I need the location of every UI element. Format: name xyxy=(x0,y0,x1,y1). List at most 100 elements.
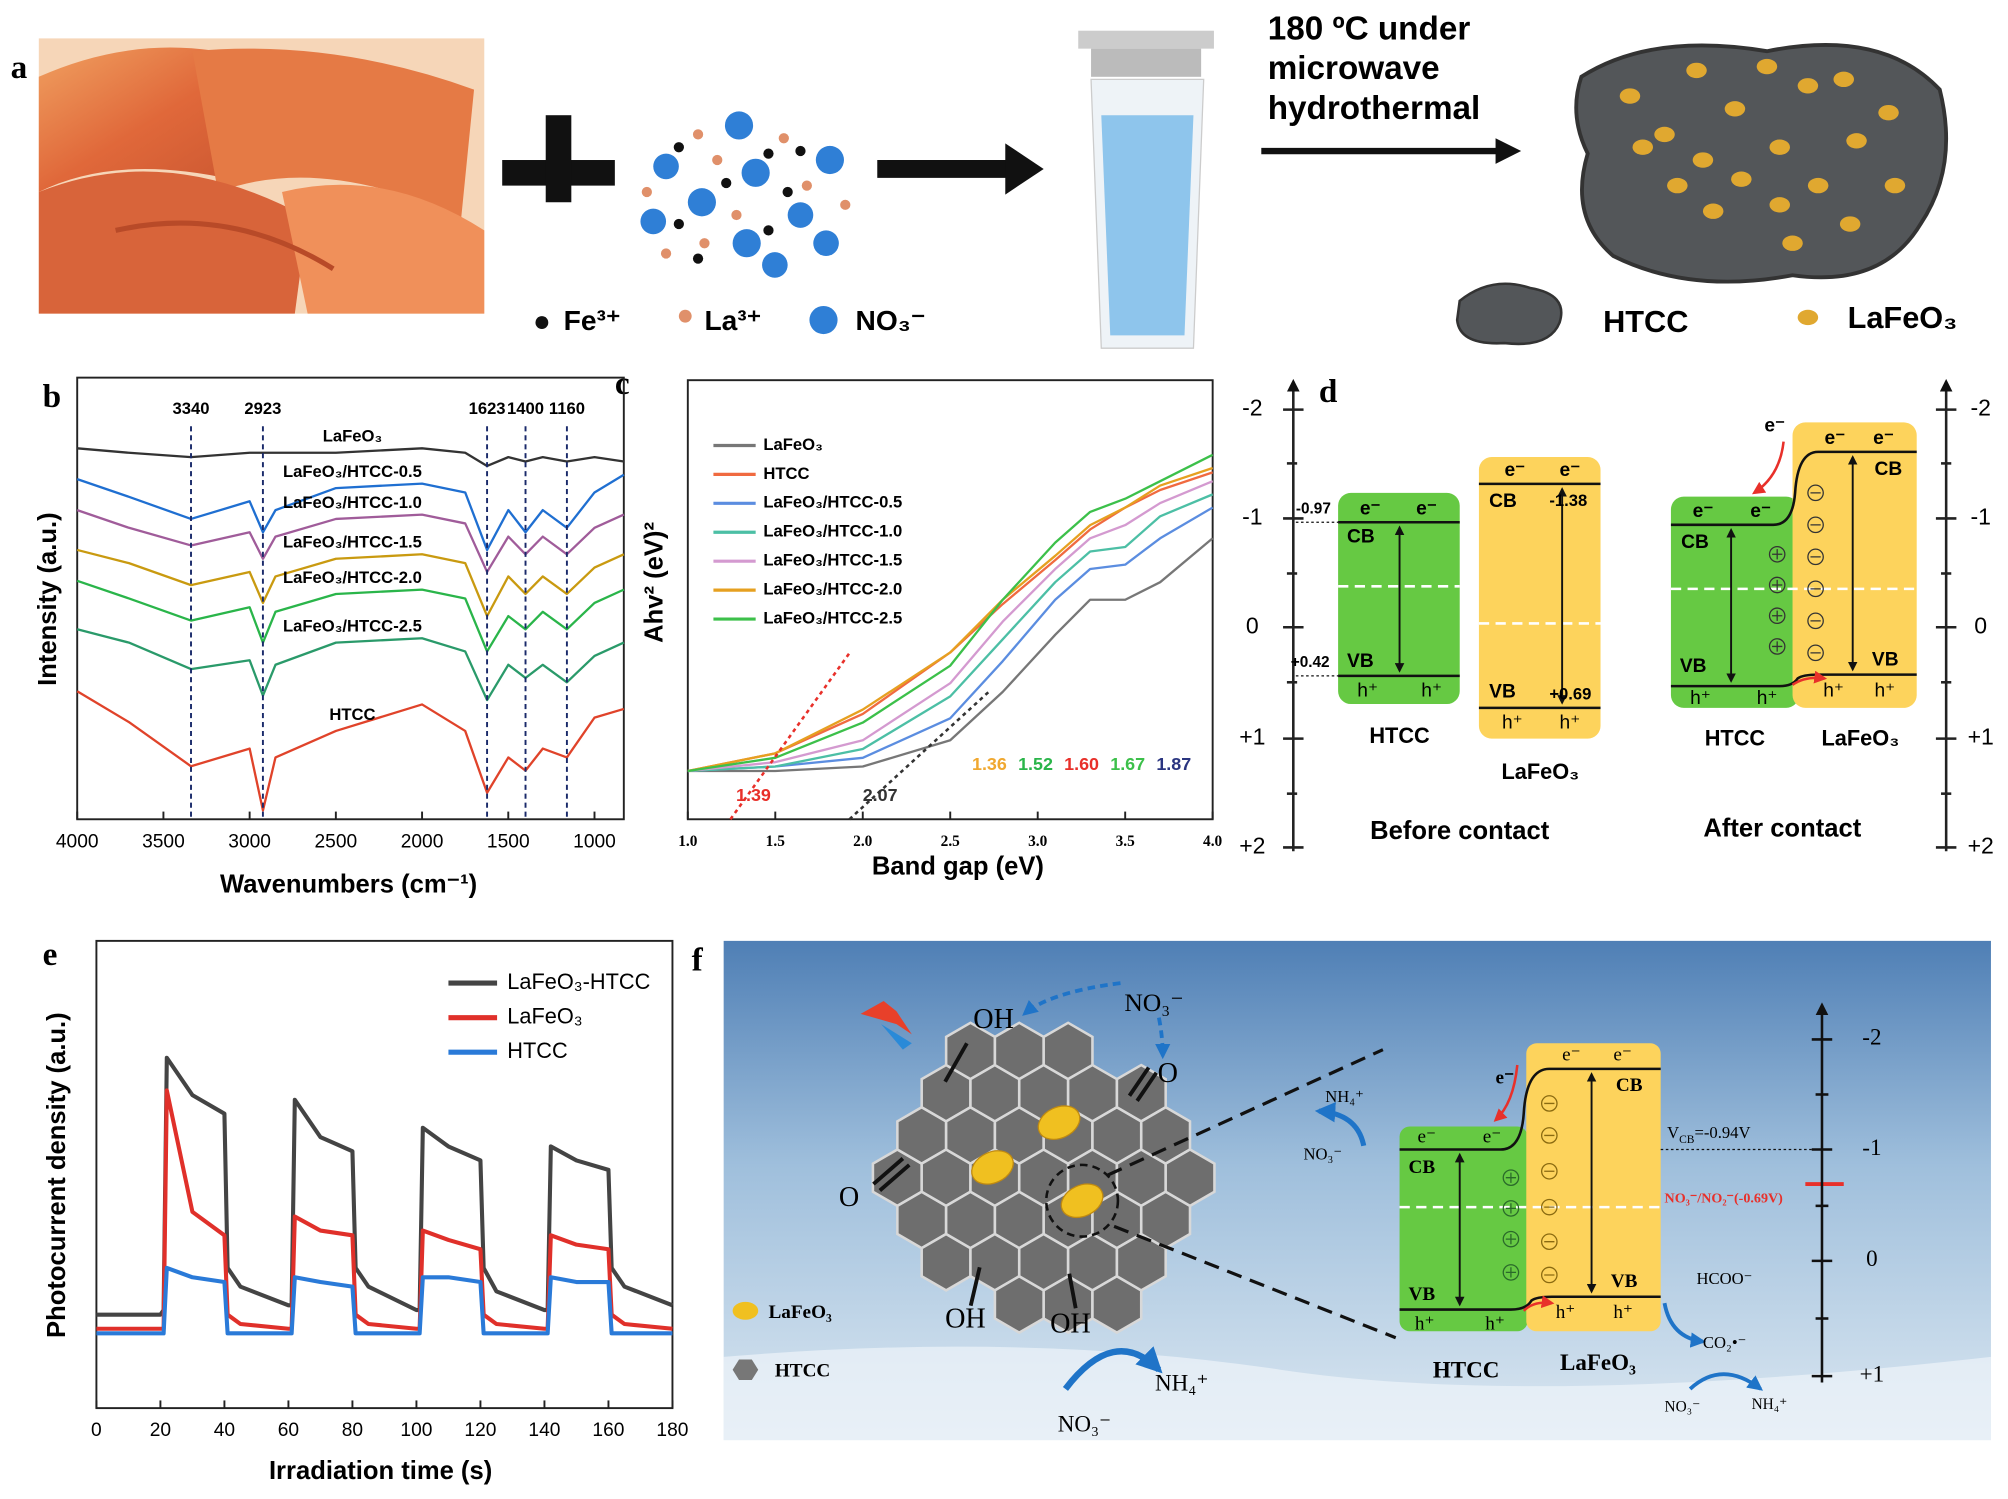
decoration xyxy=(1667,177,1688,194)
decoration xyxy=(1541,1266,1558,1284)
hole: h⁺ xyxy=(1874,680,1895,701)
step-text: hydrothermal xyxy=(1268,90,1481,127)
step-text: microwave xyxy=(1268,50,1440,87)
vb-label: VB xyxy=(1872,650,1899,671)
reference-label: 1400 xyxy=(507,399,544,418)
level-value: -1.38 xyxy=(1549,491,1587,510)
decoration xyxy=(778,133,789,144)
cb-label: CB xyxy=(1347,527,1375,548)
decoration xyxy=(1756,58,1778,75)
transfer-arrow xyxy=(1751,441,1785,495)
light-icon xyxy=(860,1001,912,1035)
panel-label: f xyxy=(692,941,704,978)
x-tick-label: 60 xyxy=(278,1420,299,1441)
light-icon xyxy=(881,1024,912,1050)
decoration xyxy=(1541,1162,1558,1180)
nitrate: NO₃⁻ xyxy=(1304,1145,1343,1164)
electron: e⁻ xyxy=(1496,1068,1515,1089)
adsorption-arrow xyxy=(1022,981,1121,1016)
text: =-0.94V xyxy=(1694,1123,1750,1142)
material-label: HTCC xyxy=(1433,1357,1500,1383)
decoration xyxy=(1839,216,1861,232)
hole: h⁺ xyxy=(1485,1313,1505,1334)
series-line xyxy=(687,466,1214,773)
peel xyxy=(192,48,475,218)
series-label: LaFeO₃ xyxy=(323,427,382,446)
cb-label: CB xyxy=(1874,459,1902,480)
decoration xyxy=(1502,1200,1520,1217)
legend-text: HTCC xyxy=(1603,304,1688,339)
cb-line xyxy=(1670,450,1917,527)
series-label: LaFeO₃/HTCC-1.5 xyxy=(283,533,422,552)
decoration xyxy=(762,252,788,278)
tangent-line xyxy=(848,690,990,821)
decoration xyxy=(641,186,652,198)
series-line xyxy=(96,1088,673,1331)
cb-label: CB xyxy=(1409,1157,1436,1178)
chart: 4000 3500 3000 2500 2000 1500 1000 3340 2923 1623… xyxy=(56,376,625,852)
plot-frame xyxy=(76,376,625,821)
series-line xyxy=(687,506,1214,773)
series-line xyxy=(77,447,624,468)
decoration xyxy=(1067,1273,1078,1309)
hole: h⁺ xyxy=(1823,680,1844,701)
x-axis-label: Wavenumbers (cm⁻¹) xyxy=(220,871,477,899)
legend-text: LaFeO₃/HTCC-0.5 xyxy=(763,493,902,512)
decoration xyxy=(813,230,839,257)
formate: HCOO⁻ xyxy=(1697,1269,1753,1288)
zoom-circle xyxy=(1044,1163,1120,1238)
redox-potential: NO₃⁻/NO₂⁻(-0.69V) xyxy=(1665,1191,1784,1207)
electron: e⁻ xyxy=(1360,499,1381,520)
electron: e⁻ xyxy=(1417,1126,1436,1147)
legend-text: HTCC xyxy=(775,1361,830,1382)
series-label: LaFeO₃/HTCC-2.0 xyxy=(283,568,422,587)
electron: e⁻ xyxy=(1613,1044,1632,1065)
x-tick-label: 0 xyxy=(91,1420,102,1441)
legend-dot xyxy=(678,309,692,323)
electron: e⁻ xyxy=(1483,1126,1502,1147)
legend-text: Fe³⁺ xyxy=(564,305,621,336)
legend-text: LaFeO₃/HTCC-1.0 xyxy=(763,522,902,541)
series-line xyxy=(76,509,625,574)
decoration xyxy=(1541,1127,1558,1144)
reference-label: 3340 xyxy=(173,399,210,418)
series-label: LaFeO₃/HTCC-1.0 xyxy=(283,493,422,512)
plot-frame xyxy=(95,939,674,1410)
ammonium: NH₄⁺ xyxy=(1752,1396,1788,1413)
decoration xyxy=(787,202,814,228)
decoration xyxy=(815,145,844,175)
nitrate: NO₃⁻ xyxy=(1665,1399,1701,1416)
x-tick-label: 2500 xyxy=(315,831,358,852)
series-line xyxy=(687,537,1214,773)
legend-text: LaFeO₃ xyxy=(507,1003,582,1028)
vb-label: VB xyxy=(1409,1284,1436,1305)
tick-label: +1 xyxy=(1860,1360,1885,1386)
decoration xyxy=(1769,197,1790,213)
legend-text: LaFeO₃ xyxy=(1848,300,1958,335)
legend-icon xyxy=(732,1301,759,1320)
decoration xyxy=(1807,484,1824,502)
x-tick-label: 40 xyxy=(214,1420,235,1441)
caption: Before contact xyxy=(1370,817,1550,845)
transfer-arrow xyxy=(1493,1064,1519,1122)
series-line xyxy=(76,628,625,702)
x-tick-label: 1000 xyxy=(573,831,616,852)
carbonyl: O xyxy=(839,1182,859,1213)
chart: 0 20 40 60 80 100 120 140 160 180 LaFeO₃-HTCC LaFeO… xyxy=(91,939,688,1441)
gap-label: 1.60 xyxy=(1064,754,1099,774)
caption: After contact xyxy=(1703,814,1861,842)
electron: e⁻ xyxy=(1560,460,1581,481)
x-tick-label: 3.0 xyxy=(1028,833,1048,850)
axis-ticks xyxy=(1811,1038,1833,1378)
decoration xyxy=(712,154,723,166)
decoration xyxy=(653,153,679,180)
decoration xyxy=(699,238,710,249)
decoration xyxy=(721,177,732,189)
tick-label: -1 xyxy=(1970,504,1990,530)
hole: h⁺ xyxy=(1690,688,1711,709)
x-tick-label: 4.0 xyxy=(1203,833,1223,850)
x-tick-label: 1.0 xyxy=(678,833,698,850)
vb-label: VB xyxy=(1347,651,1374,672)
decoration xyxy=(1768,638,1786,655)
